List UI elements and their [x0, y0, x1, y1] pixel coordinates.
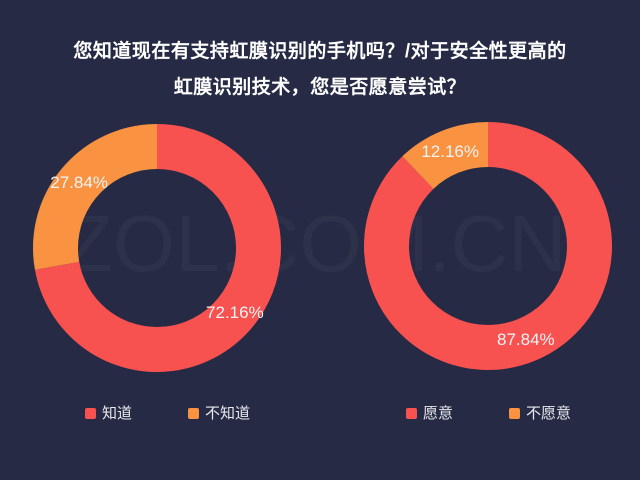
- legend-item-willing[interactable]: 愿意: [406, 406, 453, 421]
- slice-label-right-unwilling: 12.16%: [421, 141, 479, 161]
- legend-right: 愿意 不愿意: [406, 406, 571, 421]
- pie-slice-不愿意[interactable]: [364, 122, 612, 370]
- legend-label-dont-know: 不知道: [205, 405, 251, 422]
- legend-left: 知道 不知道: [85, 406, 250, 421]
- legend-swatch-orange: [188, 408, 200, 419]
- chart-title: 您知道现在有支持虹膜识别的手机吗？/对于安全性更高的 虹膜识别技术，您是否愿意尝…: [0, 34, 640, 106]
- slice-label-left-dont-know: 27.84%: [50, 172, 108, 192]
- legend-item-know[interactable]: 知道: [85, 406, 132, 421]
- slice-label-left-know: 72.16%: [206, 303, 264, 323]
- donut-chart-right[interactable]: [358, 116, 618, 376]
- chart-title-line2: 虹膜识别技术，您是否愿意尝试？: [173, 77, 467, 98]
- pie-slice-不知道[interactable]: [33, 124, 281, 372]
- legend-item-dont-know[interactable]: 不知道: [188, 406, 250, 421]
- chart-title-line1: 您知道现在有支持虹膜识别的手机吗？/对于安全性更高的: [73, 41, 567, 62]
- legend-label-unwilling: 不愿意: [526, 405, 572, 422]
- legend-swatch-red: [406, 408, 417, 419]
- legend-item-unwilling[interactable]: 不愿意: [509, 406, 571, 421]
- pie-slice-愿意[interactable]: [364, 122, 612, 370]
- donut-chart-left[interactable]: [27, 118, 287, 378]
- legend-label-know: 知道: [102, 405, 133, 422]
- legend-swatch-orange: [509, 408, 521, 419]
- legend-swatch-red: [85, 408, 96, 419]
- slice-label-right-willing: 87.84%: [496, 330, 555, 350]
- legend-label-willing: 愿意: [423, 405, 454, 422]
